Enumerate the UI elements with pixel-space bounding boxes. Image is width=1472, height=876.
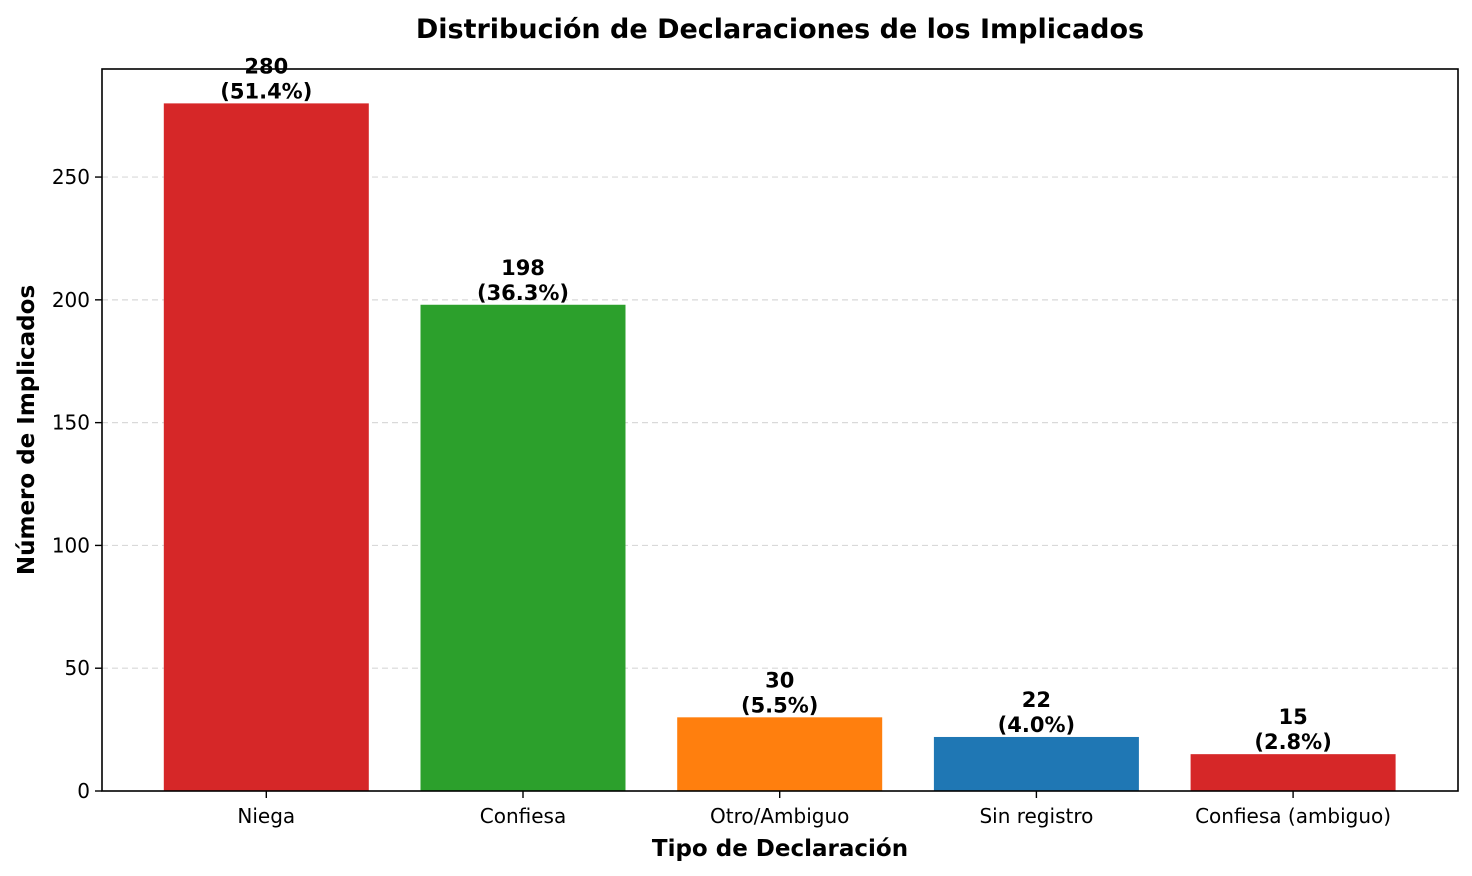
bar bbox=[677, 717, 883, 791]
x-tick-label: Confiesa bbox=[480, 804, 566, 828]
y-axis-ticks: 0 50 100 150 200 250 bbox=[52, 165, 102, 803]
bar-value-label: 30 bbox=[765, 668, 794, 692]
bar-percent-label: (51.4%) bbox=[220, 79, 312, 103]
bar-percent-label: (2.8%) bbox=[1254, 730, 1331, 754]
y-tick-label: 150 bbox=[52, 411, 90, 435]
x-axis-label: Tipo de Declaración bbox=[652, 836, 908, 862]
bar-value-label: 15 bbox=[1278, 705, 1307, 729]
bar bbox=[163, 103, 369, 791]
bar-value-label: 198 bbox=[501, 256, 545, 280]
bar bbox=[933, 736, 1139, 791]
chart-title: Distribución de Declaraciones de los Imp… bbox=[416, 14, 1144, 45]
y-tick-label: 200 bbox=[52, 288, 90, 312]
data-labels: 280(51.4%) 198(36.3%) 30(5.5%) 22(4.0%) 15(2… bbox=[220, 54, 1332, 754]
bars bbox=[163, 103, 1396, 791]
bar-percent-label: (5.5%) bbox=[741, 693, 818, 717]
bar bbox=[420, 304, 626, 791]
y-tick-label: 50 bbox=[65, 656, 90, 680]
y-tick-label: 100 bbox=[52, 533, 90, 557]
bar bbox=[1190, 754, 1396, 791]
x-tick-label: Confiesa (ambiguo) bbox=[1195, 804, 1391, 828]
x-tick-label: Sin registro bbox=[979, 804, 1093, 828]
x-tick-label: Otro/Ambiguo bbox=[710, 804, 849, 828]
bar-value-label: 280 bbox=[244, 54, 288, 78]
x-axis-ticks: Niega Confiesa Otro/Ambiguo Sin registro Con… bbox=[237, 791, 1391, 828]
bar-value-label: 22 bbox=[1022, 688, 1051, 712]
y-tick-label: 0 bbox=[77, 779, 90, 803]
y-tick-label: 250 bbox=[52, 165, 90, 189]
y-axis-label: Número de Implicados bbox=[14, 285, 40, 575]
bar-percent-label: (36.3%) bbox=[477, 281, 569, 305]
x-tick-label: Niega bbox=[237, 804, 295, 828]
bar-percent-label: (4.0%) bbox=[998, 713, 1075, 737]
